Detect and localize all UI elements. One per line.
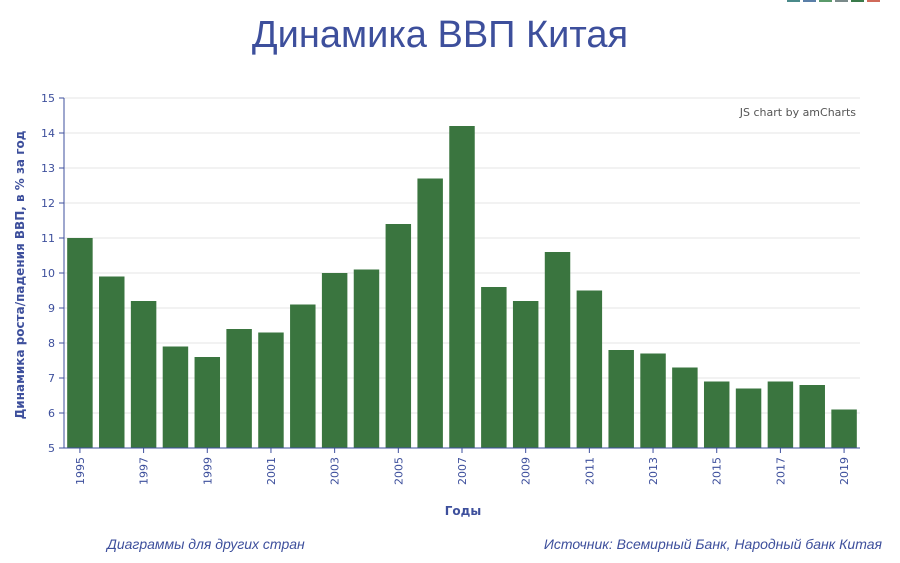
x-tick-labels: 1995 1997 1999 2001 2003 2005 2007 2009 2011 2013… [74,457,851,485]
bar-1998[interactable] [162,346,189,449]
y-tick-label: 12 [41,197,55,210]
x-tick-label: 2005 [392,457,405,485]
bar-2016[interactable] [735,388,762,449]
x-tick-label: 2015 [711,457,724,485]
x-axis-label: Годы [444,504,482,518]
bar-2011[interactable] [576,290,603,449]
x-tick-label: 1997 [138,457,151,485]
y-tick-label: 5 [48,442,55,455]
x-tick-label: 2011 [583,457,596,485]
y-tick-labels: 5 6 7 8 9 10 11 12 13 14 15 [41,92,55,455]
share-swatch[interactable] [835,0,848,2]
share-icons[interactable] [787,0,880,2]
bar-2001[interactable] [258,332,284,449]
bar-2014[interactable] [672,367,698,449]
x-tick-label: 2009 [520,457,533,485]
y-tick-label: 10 [41,267,55,280]
y-tick-label: 9 [48,302,55,315]
bar-2000[interactable] [226,329,252,448]
bar-2003[interactable] [321,273,348,448]
bar-2019[interactable] [831,409,857,449]
y-tick-label: 8 [48,337,55,350]
bar-1997[interactable] [130,301,157,448]
bar-2012[interactable] [608,350,634,448]
share-swatch[interactable] [819,0,832,2]
y-tick-label: 6 [48,407,55,420]
x-tick-label: 2001 [265,457,278,485]
share-swatch[interactable] [787,0,800,2]
bar-2002[interactable] [290,304,316,449]
bar-2005[interactable] [385,224,412,448]
bar-2007[interactable] [449,126,475,448]
x-tick-label: 1995 [74,457,87,485]
bar-1999[interactable] [194,357,221,448]
x-tick-label: 2013 [647,457,660,485]
other-countries-link[interactable]: Диаграммы для других стран [107,536,305,552]
y-tick-label: 13 [41,162,55,175]
bar-2009[interactable] [512,301,539,448]
bar-2018[interactable] [799,385,825,448]
chart-title: Динамика ВВП Китая [251,14,629,56]
share-swatch[interactable] [867,0,880,2]
y-tick-label: 15 [41,92,55,105]
bar-2015[interactable] [703,381,730,449]
x-tick-label: 2007 [456,457,469,485]
bar-2008[interactable] [481,287,507,448]
y-tick-label: 11 [41,232,55,245]
x-tick-label: 2003 [329,457,342,485]
bar-1996[interactable] [99,276,125,449]
bar-2006[interactable] [417,178,443,449]
bar-2004[interactable] [353,269,380,449]
bars [67,126,857,448]
bar-1995[interactable] [67,238,93,448]
share-swatch[interactable] [851,0,864,2]
y-tick-label: 14 [41,127,55,140]
bar-2017[interactable] [767,381,794,449]
source-note: Источник: Всемирный Банк, Народный банк … [543,536,882,552]
y-axis-label: Динамика роста/падения ВВП, в % за год [13,130,27,420]
share-swatch[interactable] [803,0,816,2]
y-tick-label: 7 [48,372,55,385]
bar-2013[interactable] [640,353,666,449]
x-tick-label: 2017 [774,457,787,485]
axes [59,97,860,453]
bar-2010[interactable] [544,252,571,448]
x-tick-label: 2019 [838,457,851,485]
x-tick-label: 1999 [201,457,214,485]
amcharts-credit[interactable]: JS chart by amCharts [739,106,856,119]
